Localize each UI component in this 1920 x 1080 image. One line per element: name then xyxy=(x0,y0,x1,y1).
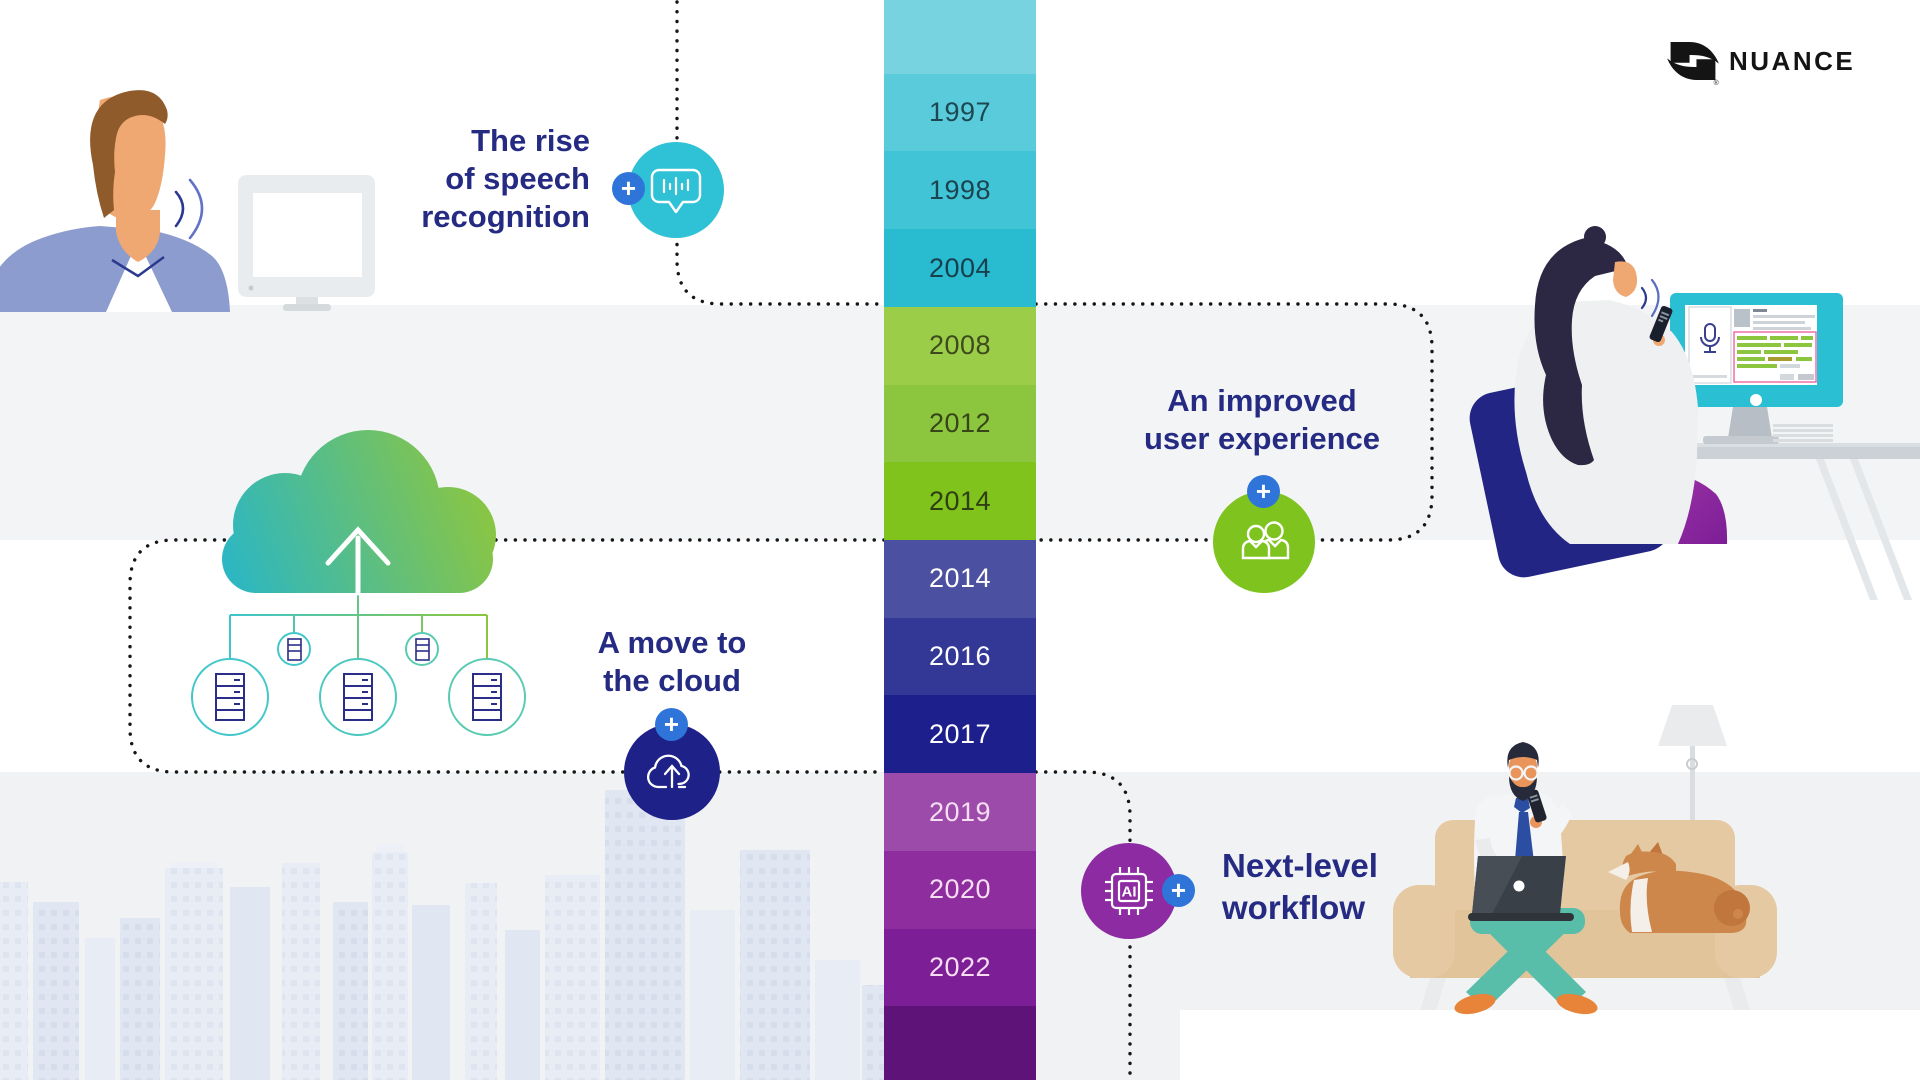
timeline-segment-2020: 2020 xyxy=(884,850,1036,929)
cloud-plus-badge[interactable]: + xyxy=(655,708,688,741)
workflow-section-icon[interactable]: AI xyxy=(1081,843,1177,939)
timeline-segment-2008: 2008 xyxy=(884,306,1036,385)
desk xyxy=(1640,443,1920,600)
timeline-segment xyxy=(884,0,1036,74)
timeline-year-label: 2016 xyxy=(928,641,992,672)
upload-arrow-icon xyxy=(325,526,391,596)
timeline-year-label: 2014 xyxy=(928,485,992,516)
timeline-segment xyxy=(884,1006,1036,1080)
timeline-year-label: 2012 xyxy=(928,407,992,438)
timeline-segment-1998: 1998 xyxy=(884,151,1036,230)
timeline-year-label: 2008 xyxy=(928,330,992,361)
speech-bubble-waveform-icon xyxy=(650,168,702,214)
glasses-icon xyxy=(1508,765,1539,781)
man-hair xyxy=(90,90,168,218)
speech-plus-badge[interactable]: + xyxy=(612,172,645,205)
svg-text:AI: AI xyxy=(1122,884,1137,901)
couch-man xyxy=(1454,742,1598,1015)
two-users-icon xyxy=(1241,521,1290,560)
timeline-year-label: 2022 xyxy=(928,951,992,982)
connector-speech xyxy=(675,0,886,306)
ux-section-title: An improved user experience xyxy=(1143,383,1381,456)
timeline-segment-1997: 1997 xyxy=(884,73,1036,152)
screen-content xyxy=(1688,306,1817,384)
timeline-segment-2016: 2016 xyxy=(884,617,1036,696)
timeline-year-label: 2020 xyxy=(928,874,992,905)
microphone-icon xyxy=(1700,323,1720,353)
floor-lamp xyxy=(1658,705,1727,886)
ai-chip-icon: AI xyxy=(1105,867,1153,915)
timeline-segment-2014: 2014 xyxy=(884,540,1036,618)
nuance-wordmark: NUANCE xyxy=(1729,45,1856,76)
server-nodes xyxy=(191,632,526,736)
speaking-man-illustration xyxy=(0,90,375,312)
ux-plus-badge[interactable]: + xyxy=(1247,475,1280,508)
connector-tree xyxy=(229,593,488,659)
timeline-segment-2012: 2012 xyxy=(884,384,1036,463)
woman-hair xyxy=(1534,238,1628,466)
man-neck xyxy=(116,210,160,262)
laptop xyxy=(1468,856,1574,921)
man-on-couch-illustration xyxy=(1393,705,1777,1015)
nuance-logo: ® NUANCE xyxy=(1664,36,1855,86)
cloud-servers-illustration xyxy=(191,430,526,736)
dog xyxy=(1608,842,1750,933)
svg-text:®: ® xyxy=(1714,79,1719,86)
man-tie xyxy=(1514,798,1530,813)
cityscape-illustration xyxy=(0,790,924,1080)
connector-workflow xyxy=(1034,770,1132,1080)
workflow-section-title: Next-level workflow xyxy=(1222,847,1378,926)
man-torso xyxy=(0,226,230,312)
nuance-swoosh-icon: ® xyxy=(1667,42,1719,86)
connector-cloud xyxy=(128,538,886,774)
man-hair xyxy=(1507,742,1539,768)
speech-waves-icon xyxy=(1640,278,1660,318)
timeline-segment-2004: 2004 xyxy=(884,229,1036,307)
speech-waves-icon xyxy=(174,178,204,240)
monitor xyxy=(1670,293,1843,444)
workflow-plus-badge[interactable]: + xyxy=(1162,874,1195,907)
hair-bun xyxy=(1584,226,1606,248)
timeline-column: 1997 1998 2004 2008 2012 2014 2014 2016 2017 2019… xyxy=(884,0,1036,1080)
crt-monitor xyxy=(238,175,375,311)
speech-section-title: The rise of speech recognition xyxy=(421,123,590,234)
timeline-year-label: 2014 xyxy=(928,563,992,594)
woman-face xyxy=(1613,261,1638,297)
dictation-phone xyxy=(1649,305,1673,343)
dictation-phone xyxy=(1526,789,1547,823)
cloud-section-title: A move to the cloud xyxy=(597,625,747,698)
timeline-segment-2017: 2017 xyxy=(884,695,1036,774)
woman-at-desk-illustration xyxy=(1469,226,1920,600)
cloud-upload-icon xyxy=(646,754,690,789)
timeline-year-label: 1998 xyxy=(928,174,992,205)
timeline-year-label: 2019 xyxy=(928,796,992,827)
timeline-segment-2014: 2014 xyxy=(884,462,1036,541)
cloud-shape xyxy=(222,430,496,593)
timeline-segment-2022: 2022 xyxy=(884,928,1036,1007)
ux-section-icon[interactable] xyxy=(1213,491,1315,593)
timeline-year-label: 2017 xyxy=(928,718,992,749)
timeline-year-label: 2004 xyxy=(928,252,992,283)
timeline-segment-2019: 2019 xyxy=(884,773,1036,851)
man-beard xyxy=(1509,776,1537,801)
timeline-year-label: 1997 xyxy=(928,97,992,128)
